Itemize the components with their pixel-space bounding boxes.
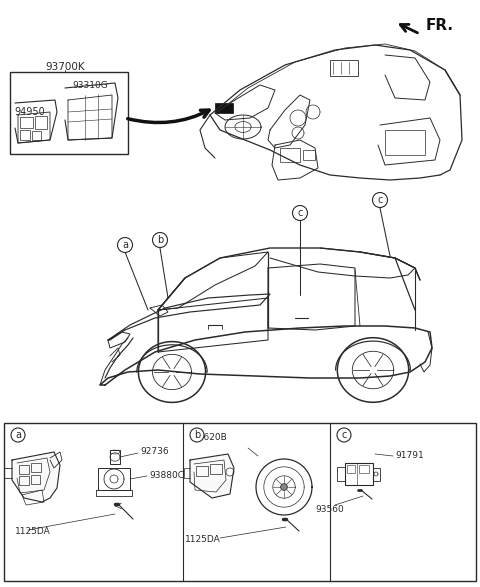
- Bar: [20, 130, 30, 140]
- Bar: [196, 466, 208, 476]
- Bar: [19, 476, 29, 485]
- Bar: [345, 463, 373, 485]
- Text: 93700K: 93700K: [45, 62, 84, 72]
- Bar: [35, 116, 47, 129]
- Bar: [337, 467, 345, 481]
- Circle shape: [281, 484, 288, 490]
- Text: b: b: [194, 430, 200, 440]
- Text: c: c: [297, 208, 303, 218]
- Text: c: c: [341, 430, 347, 440]
- Bar: [4, 423, 476, 581]
- Bar: [32, 131, 41, 140]
- Circle shape: [372, 193, 387, 207]
- Text: a: a: [15, 430, 21, 440]
- Bar: [215, 103, 233, 113]
- Circle shape: [118, 238, 132, 252]
- Bar: [385, 130, 425, 155]
- Text: FR.: FR.: [426, 18, 454, 33]
- Circle shape: [292, 205, 308, 221]
- Bar: [210, 464, 222, 474]
- Text: 93310G: 93310G: [72, 80, 108, 89]
- Bar: [10, 72, 128, 154]
- Text: 93880C: 93880C: [149, 471, 184, 480]
- Polygon shape: [12, 452, 60, 502]
- Bar: [20, 117, 33, 128]
- Bar: [330, 60, 358, 76]
- Text: c: c: [377, 195, 383, 205]
- Bar: [31, 475, 40, 484]
- Circle shape: [190, 428, 204, 442]
- Bar: [110, 450, 120, 464]
- Bar: [31, 463, 41, 472]
- Text: 93560: 93560: [316, 505, 344, 514]
- Bar: [359, 465, 369, 473]
- Bar: [98, 468, 130, 490]
- Circle shape: [153, 232, 168, 248]
- Text: b: b: [157, 235, 163, 245]
- Bar: [347, 465, 355, 473]
- Bar: [303, 150, 315, 160]
- Text: 1125DA: 1125DA: [185, 535, 221, 545]
- Polygon shape: [190, 454, 234, 498]
- Text: a: a: [122, 240, 128, 250]
- Circle shape: [337, 428, 351, 442]
- Bar: [280, 148, 300, 162]
- Text: 91791: 91791: [395, 450, 424, 460]
- Text: 1125DA: 1125DA: [15, 528, 51, 537]
- Circle shape: [11, 428, 25, 442]
- Text: 96620B: 96620B: [192, 433, 227, 441]
- Circle shape: [226, 468, 234, 476]
- Text: 94950: 94950: [14, 107, 45, 117]
- Bar: [19, 465, 29, 474]
- Text: 92736: 92736: [140, 447, 168, 457]
